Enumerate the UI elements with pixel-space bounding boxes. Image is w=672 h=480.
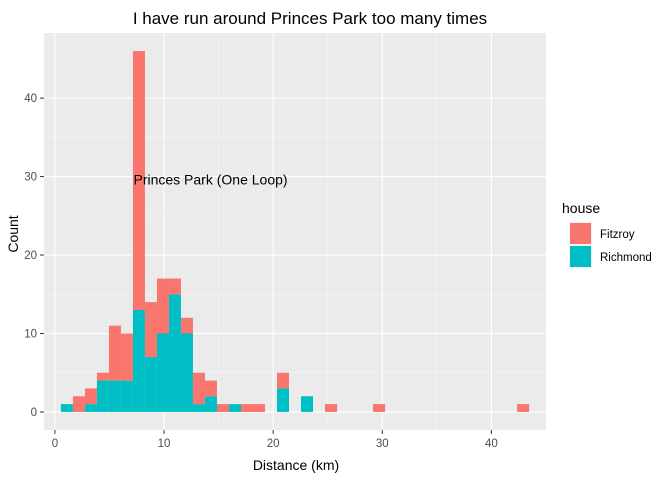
- bar-fitzroy: [84, 388, 97, 405]
- bar-fitzroy: [132, 51, 145, 310]
- bar-richmond: [84, 404, 97, 412]
- bar-fitzroy: [240, 404, 253, 412]
- bar-fitzroy: [325, 404, 338, 412]
- legend-items: Fitzroy Richmond: [569, 222, 652, 268]
- bars: [60, 51, 530, 412]
- bar-richmond: [276, 388, 289, 412]
- bar-fitzroy: [192, 372, 205, 405]
- bar-fitzroy: [108, 325, 121, 381]
- bar-richmond: [120, 380, 133, 412]
- bar-richmond: [108, 380, 121, 412]
- bar-richmond: [132, 309, 145, 412]
- y-tick-label: 20: [24, 250, 37, 262]
- legend-title: house: [562, 200, 600, 216]
- x-axis-title: Distance (km): [253, 457, 339, 473]
- y-tick-label: 10: [24, 328, 37, 340]
- bar-richmond: [180, 333, 193, 412]
- legend-label-richmond: Richmond: [600, 252, 652, 264]
- bar-richmond: [228, 404, 241, 412]
- x-tick-label: 20: [267, 438, 280, 450]
- bar-fitzroy: [216, 404, 229, 412]
- bar-fitzroy: [276, 372, 289, 389]
- x-tick-label: 40: [485, 438, 498, 450]
- bar-fitzroy: [168, 278, 181, 295]
- bar-fitzroy: [517, 404, 530, 412]
- bar-richmond: [204, 396, 217, 412]
- x-tick-label: 30: [376, 438, 389, 450]
- bar-fitzroy: [144, 302, 157, 358]
- y-tick-label: 30: [24, 172, 37, 184]
- bar-fitzroy: [120, 333, 133, 381]
- chart-title: I have run around Princes Park too many …: [133, 9, 487, 28]
- x-axis-ticks: 0 10 20 30 40: [52, 430, 498, 450]
- bar-richmond: [168, 294, 181, 412]
- bar-fitzroy: [96, 372, 109, 381]
- y-axis-title: Count: [5, 215, 21, 252]
- annotation-princes-park: Princes Park (One Loop): [133, 172, 287, 188]
- legend-swatch-richmond: [570, 246, 591, 267]
- x-tick-label: 0: [52, 438, 58, 450]
- legend: house Fitzroy Richmond: [562, 200, 652, 268]
- bar-richmond: [60, 404, 73, 412]
- bar-richmond: [96, 380, 109, 412]
- legend-label-fitzroy: Fitzroy: [600, 229, 635, 241]
- annotation-layer: Princes Park (One Loop): [133, 172, 287, 188]
- bar-fitzroy: [180, 317, 193, 334]
- bar-fitzroy: [373, 404, 386, 412]
- y-axis-ticks: 0 10 20 30 40: [24, 93, 44, 419]
- legend-swatch-fitzroy: [570, 223, 591, 244]
- bar-richmond: [301, 396, 314, 412]
- bar-fitzroy: [156, 278, 169, 334]
- bar-richmond: [156, 333, 169, 412]
- bar-fitzroy: [204, 380, 217, 397]
- bar-fitzroy: [252, 404, 265, 412]
- x-tick-label: 10: [158, 438, 171, 450]
- bar-richmond: [192, 404, 205, 412]
- bar-fitzroy: [72, 396, 85, 412]
- bar-richmond: [144, 357, 157, 412]
- y-tick-label: 0: [31, 407, 37, 419]
- y-tick-label: 40: [24, 93, 37, 105]
